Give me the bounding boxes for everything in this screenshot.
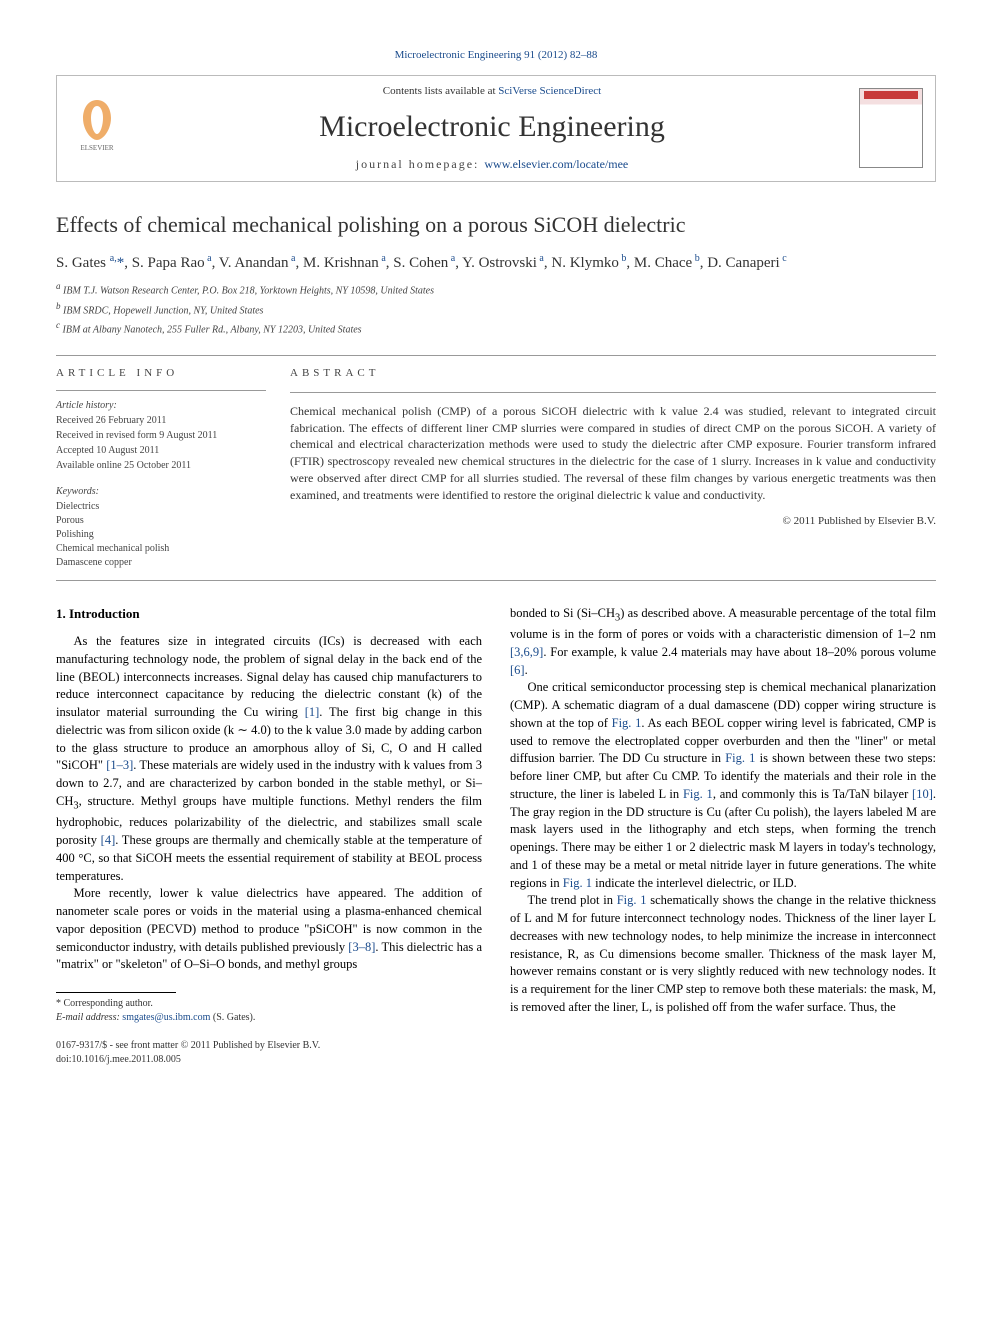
article-info: ARTICLE INFO Article history: Received 2… [56, 366, 266, 569]
keyword-item: Polishing [56, 528, 266, 542]
author-email-link[interactable]: smgates@us.ibm.com [122, 1012, 210, 1023]
column-right: bonded to Si (Si–CH3) as described above… [510, 605, 936, 1026]
history-item: Received 26 February 2011 [56, 414, 266, 428]
affiliation-item: b IBM SRDC, Hopewell Junction, NY, Unite… [56, 300, 936, 318]
divider [56, 580, 936, 581]
body-paragraph: As the features size in integrated circu… [56, 633, 482, 885]
doi-line: doi:10.1016/j.mee.2011.08.005 [56, 1053, 936, 1067]
contents-available: Contents lists available at SciVerse Sci… [141, 84, 843, 99]
history-item: Available online 25 October 2011 [56, 459, 266, 473]
journal-citation[interactable]: Microelectronic Engineering 91 (2012) 82… [56, 48, 936, 63]
body-text: 1. Introduction As the features size in … [56, 605, 936, 1026]
body-paragraph: The trend plot in Fig. 1 schematically s… [510, 892, 936, 1016]
homepage-link[interactable]: www.elsevier.com/locate/mee [484, 157, 628, 171]
keywords-label: Keywords: [56, 485, 266, 499]
affiliations: a IBM T.J. Watson Research Center, P.O. … [56, 280, 936, 337]
history-label: Article history: [56, 399, 266, 413]
affiliation-item: a IBM T.J. Watson Research Center, P.O. … [56, 280, 936, 298]
journal-homepage: journal homepage: www.elsevier.com/locat… [141, 156, 843, 173]
abstract-text: Chemical mechanical polish (CMP) of a po… [290, 403, 936, 504]
journal-cover-thumbnail [859, 88, 923, 168]
footnote-separator [56, 992, 176, 993]
affiliation-item: c IBM at Albany Nanotech, 255 Fuller Rd.… [56, 319, 936, 337]
section-1-heading: 1. Introduction [56, 605, 482, 623]
body-paragraph: More recently, lower k value dielectrics… [56, 885, 482, 974]
column-left: 1. Introduction As the features size in … [56, 605, 482, 1026]
keyword-item: Damascene copper [56, 556, 266, 570]
journal-header: ELSEVIER Contents lists available at Sci… [56, 75, 936, 181]
abstract: ABSTRACT Chemical mechanical polish (CMP… [290, 366, 936, 569]
history-item: Accepted 10 August 2011 [56, 444, 266, 458]
page-footer: 0167-9317/$ - see front matter © 2011 Pu… [56, 1039, 936, 1067]
sciencedirect-link[interactable]: SciVerse ScienceDirect [498, 85, 601, 97]
keyword-item: Porous [56, 514, 266, 528]
article-info-label: ARTICLE INFO [56, 366, 266, 381]
article-title: Effects of chemical mechanical polishing… [56, 210, 936, 241]
issn-line: 0167-9317/$ - see front matter © 2011 Pu… [56, 1039, 936, 1053]
divider [56, 355, 936, 356]
history-item: Received in revised form 9 August 2011 [56, 429, 266, 443]
keyword-item: Chemical mechanical polish [56, 542, 266, 556]
abstract-label: ABSTRACT [290, 366, 936, 381]
corresponding-author-footnote: * Corresponding author. E-mail address: … [56, 997, 482, 1025]
body-paragraph: One critical semiconductor processing st… [510, 679, 936, 892]
body-paragraph: bonded to Si (Si–CH3) as described above… [510, 605, 936, 680]
elsevier-logo: ELSEVIER [69, 96, 125, 160]
author-list: S. Gates a,*, S. Papa Rao a, V. Anandan … [56, 252, 936, 274]
abstract-copyright: © 2011 Published by Elsevier B.V. [290, 514, 936, 529]
journal-name: Microelectronic Engineering [141, 106, 843, 148]
keyword-item: Dielectrics [56, 500, 266, 514]
